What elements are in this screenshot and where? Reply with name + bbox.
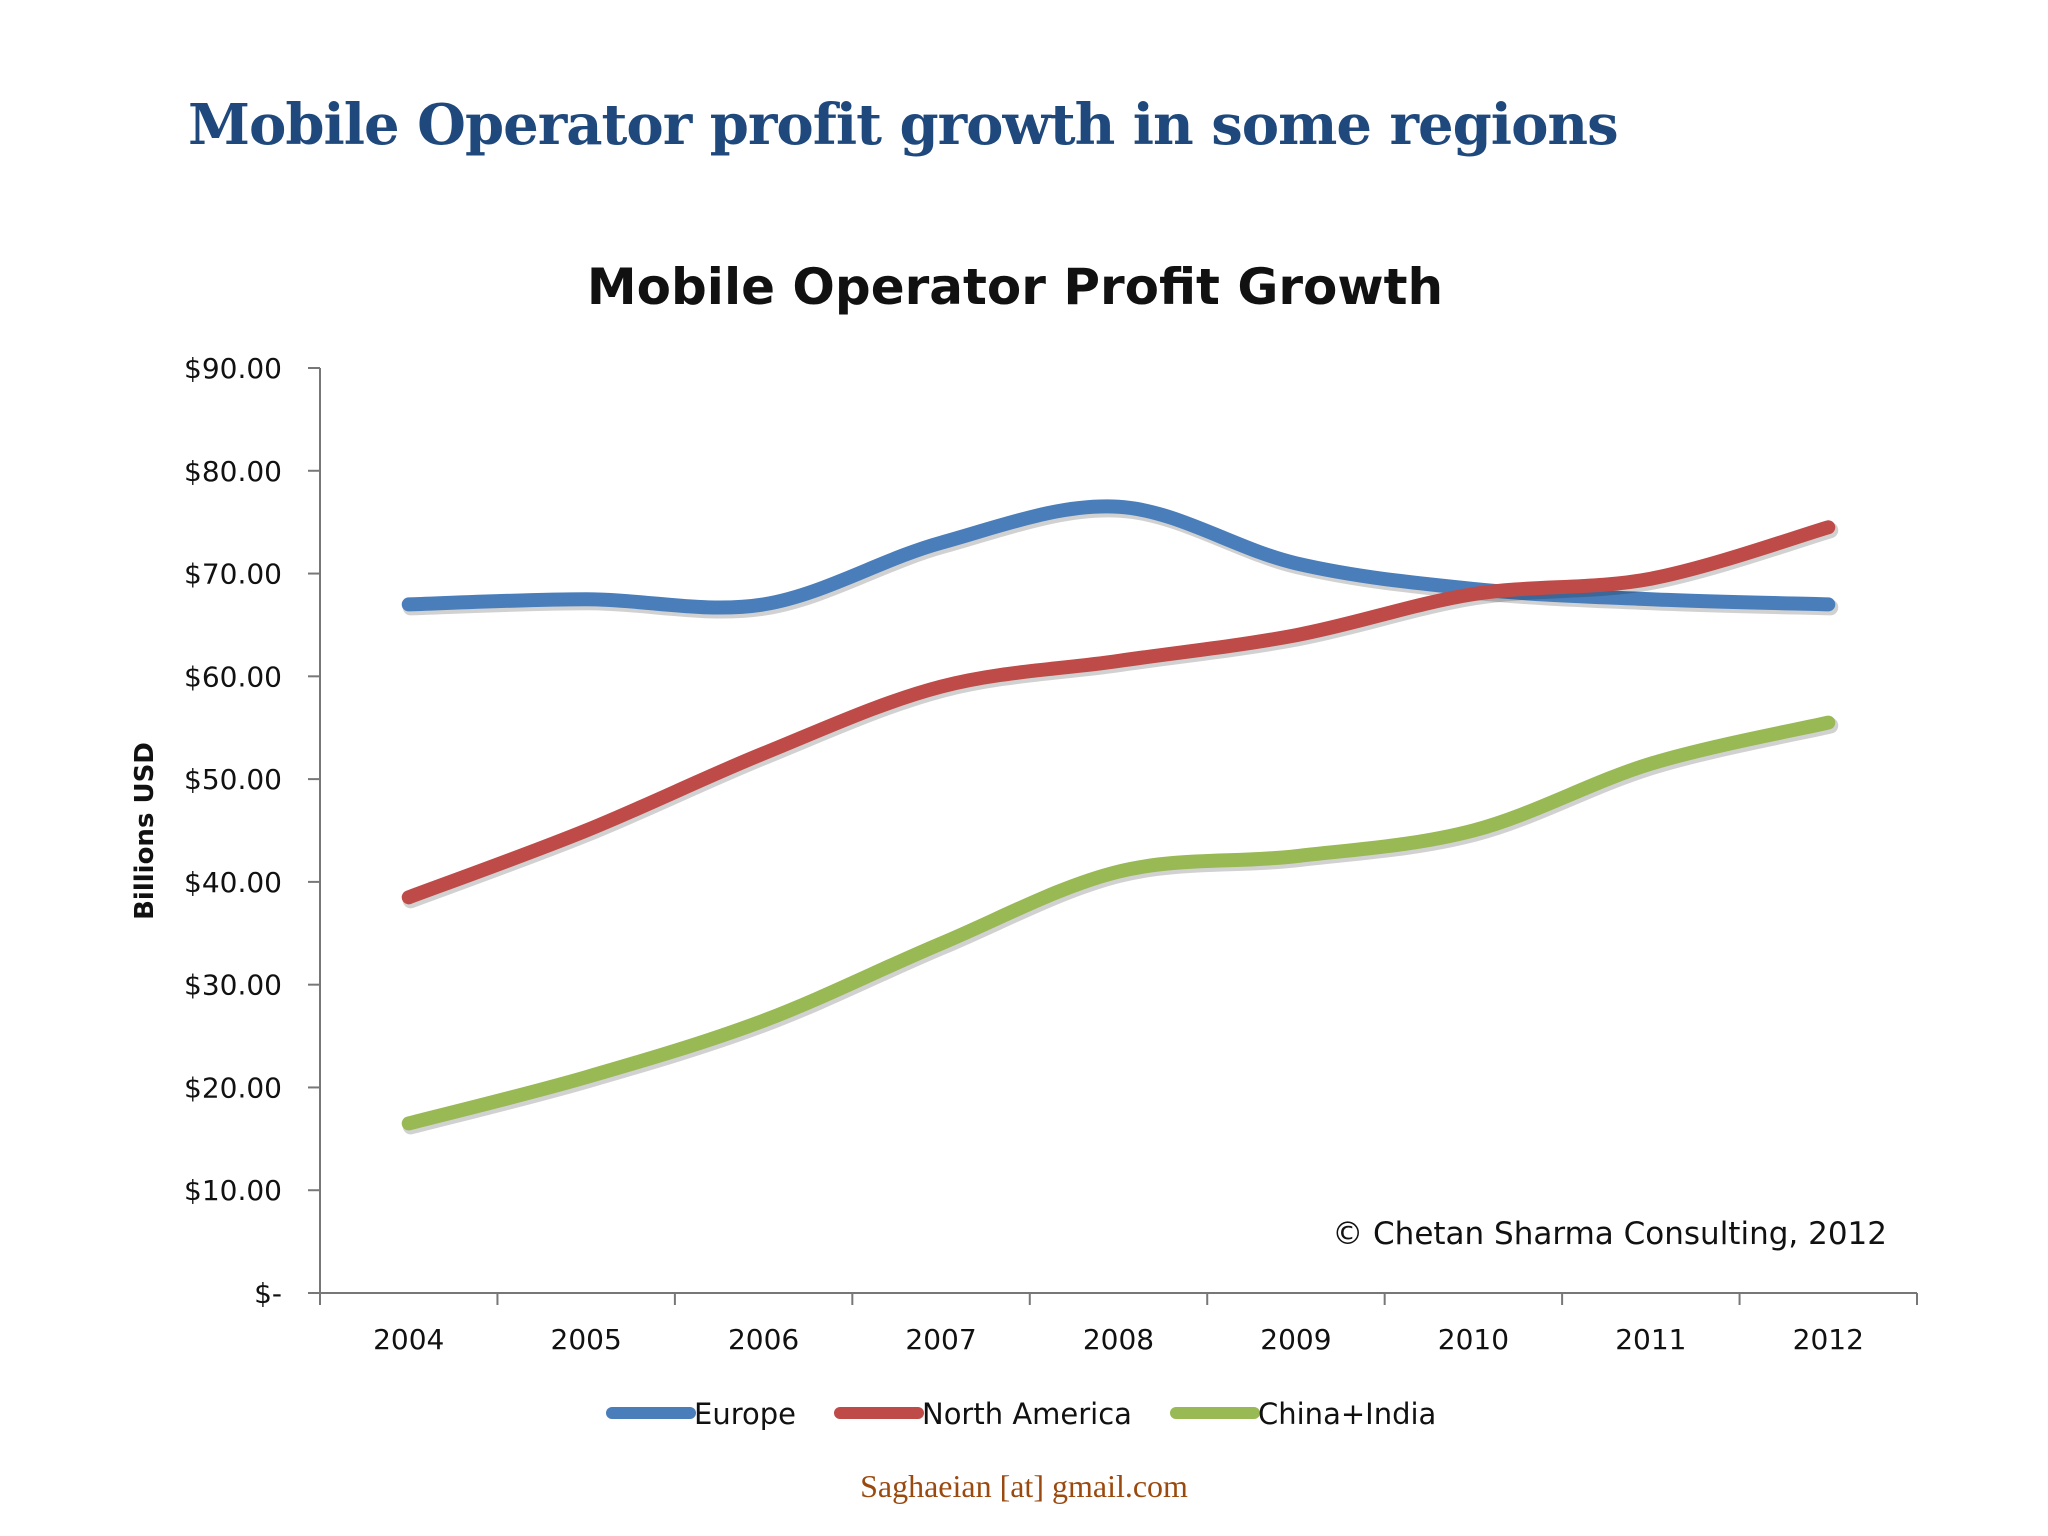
y-axis-label: Billions USD bbox=[130, 742, 160, 920]
legend-label-north-america: North America bbox=[922, 1397, 1132, 1431]
chart-title: Mobile Operator Profit Growth bbox=[587, 258, 1443, 316]
chart-annotation: © Chetan Sharma Consulting, 2012 bbox=[1332, 1216, 1887, 1252]
y-tick-label: $10.00 bbox=[184, 1174, 282, 1207]
legend: Europe North America China+India bbox=[606, 1397, 1436, 1431]
x-tick-label: 2011 bbox=[1615, 1323, 1686, 1356]
y-tick-label: $90.00 bbox=[184, 352, 282, 385]
legend-label-china-india: China+India bbox=[1258, 1397, 1436, 1431]
x-tick-label: 2010 bbox=[1438, 1323, 1509, 1356]
series-lines bbox=[401, 499, 1839, 1135]
footer-email: Saghaeian [at] gmail.com bbox=[860, 1468, 1188, 1504]
x-tick-label: 2006 bbox=[728, 1323, 799, 1356]
series-line-north-america bbox=[401, 520, 1836, 905]
series-line-europe bbox=[401, 499, 1836, 615]
y-tick-label: $- bbox=[254, 1277, 282, 1310]
x-tick-label: 2004 bbox=[373, 1323, 444, 1356]
slide-title: Mobile Operator profit growth in some re… bbox=[188, 92, 1619, 158]
x-tick-label: 2005 bbox=[551, 1323, 622, 1356]
series-line-china-india bbox=[401, 715, 1836, 1131]
y-tick-label: $40.00 bbox=[184, 866, 282, 899]
y-tick-label: $80.00 bbox=[184, 455, 282, 488]
x-tick-label: 2007 bbox=[905, 1323, 976, 1356]
x-tick-label: 2008 bbox=[1083, 1323, 1154, 1356]
y-tick-label: $70.00 bbox=[184, 558, 282, 591]
legend-label-europe: Europe bbox=[694, 1397, 796, 1431]
y-tick-label: $20.00 bbox=[184, 1071, 282, 1104]
y-tick-label: $50.00 bbox=[184, 763, 282, 796]
axes: $- $10.00 $20.00 $30.00 $40.00 $50.00 $60.00 $7… bbox=[184, 352, 1918, 1356]
y-tick-label: $30.00 bbox=[184, 969, 282, 1002]
y-tick-label: $60.00 bbox=[184, 660, 282, 693]
x-tick-label: 2012 bbox=[1793, 1323, 1864, 1356]
x-tick-label: 2009 bbox=[1260, 1323, 1331, 1356]
